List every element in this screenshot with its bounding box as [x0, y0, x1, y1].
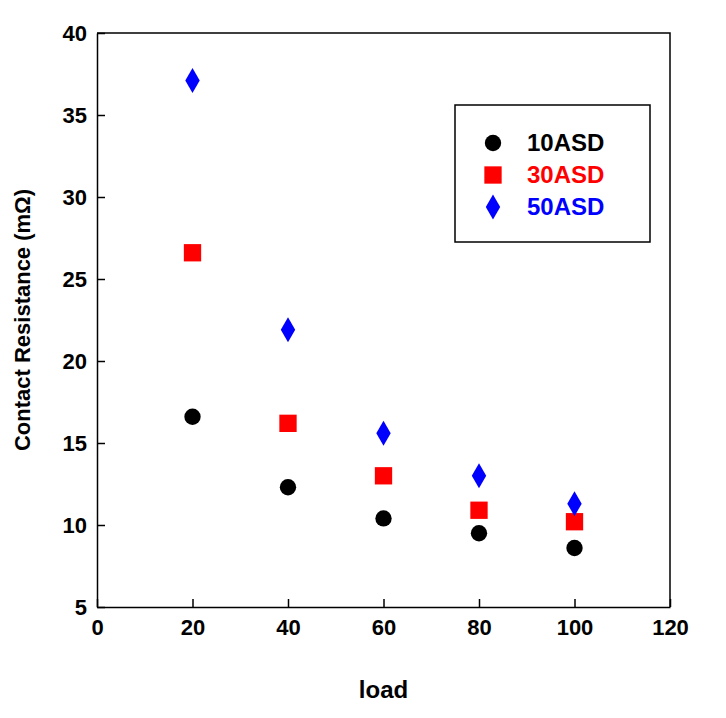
x-tick-label: 20 [181, 615, 205, 640]
y-axis: 5 10 15 20 25 30 35 40 [63, 21, 105, 620]
y-tick: 25 [63, 267, 105, 292]
y-tick: 30 [63, 185, 105, 210]
y-tick: 5 [75, 595, 105, 620]
legend-box [455, 105, 650, 242]
y-tick: 10 [63, 513, 105, 538]
x-tick: 40 [276, 599, 300, 640]
point [375, 467, 392, 484]
legend-marker [484, 166, 501, 183]
legend-label: 10ASD [527, 129, 604, 156]
x-tick-label: 100 [557, 615, 594, 640]
x-tick-mark [479, 599, 481, 607]
y-tick-mark [97, 443, 105, 445]
point [281, 317, 295, 342]
y-tick-label: 15 [63, 431, 87, 456]
point [185, 68, 199, 93]
series-1 [184, 244, 583, 530]
y-tick-mark [97, 33, 105, 35]
y-tick-mark [97, 115, 105, 117]
x-axis-title: load [359, 676, 408, 703]
point [376, 421, 390, 446]
point [567, 491, 581, 516]
x-tick-mark [288, 599, 290, 607]
x-tick-mark [192, 599, 194, 607]
x-tick: 120 [652, 599, 689, 640]
y-tick: 20 [63, 349, 105, 374]
point [280, 479, 296, 495]
legend-marker [485, 135, 501, 151]
y-axis-line [97, 34, 99, 608]
x-tick-mark [670, 599, 672, 607]
y-tick-label: 35 [63, 103, 87, 128]
legend: 10ASD 30ASD 50ASD [455, 105, 650, 242]
legend-label: 30ASD [527, 161, 604, 188]
y-tick: 15 [63, 431, 105, 456]
y-tick-mark [97, 361, 105, 363]
x-tick-label: 0 [91, 615, 103, 640]
x-tick-mark [574, 599, 576, 607]
x-tick: 20 [181, 599, 205, 640]
y-tick: 35 [63, 103, 105, 128]
point [472, 463, 486, 488]
y-tick-mark [97, 607, 105, 609]
point [471, 525, 487, 541]
y-tick-label: 10 [63, 513, 87, 538]
point [375, 510, 391, 526]
x-tick-label: 60 [372, 615, 396, 640]
point [566, 540, 582, 556]
series-0 [184, 409, 582, 557]
x-tick: 80 [467, 599, 491, 640]
chart: 0 20 40 60 80 100 120 5 10 15 20 25 30 35 40 load Contac… [0, 0, 726, 718]
y-tick-label: 5 [75, 595, 87, 620]
point [470, 502, 487, 519]
y-tick-label: 30 [63, 185, 87, 210]
x-tick: 60 [372, 599, 396, 640]
x-tick-label: 80 [467, 615, 491, 640]
y-tick-mark [97, 197, 105, 199]
legend-marker [486, 195, 500, 220]
y-tick-mark [97, 525, 105, 527]
y-tick-label: 40 [63, 21, 87, 46]
point [184, 409, 200, 425]
y-tick: 40 [63, 21, 105, 46]
legend-label: 50ASD [527, 193, 604, 220]
x-axis: 0 20 40 60 80 100 120 [91, 599, 688, 640]
x-tick-label: 40 [276, 615, 300, 640]
point [184, 244, 201, 261]
point [279, 415, 296, 432]
frame [97, 33, 670, 607]
y-tick-mark [97, 279, 105, 281]
y-axis-title: Contact Resistance (mΩ) [10, 189, 35, 451]
y-tick-label: 20 [63, 349, 87, 374]
x-tick-mark [383, 599, 385, 607]
y-tick-label: 25 [63, 267, 87, 292]
x-tick: 100 [557, 599, 594, 640]
x-tick-label: 120 [652, 615, 689, 640]
